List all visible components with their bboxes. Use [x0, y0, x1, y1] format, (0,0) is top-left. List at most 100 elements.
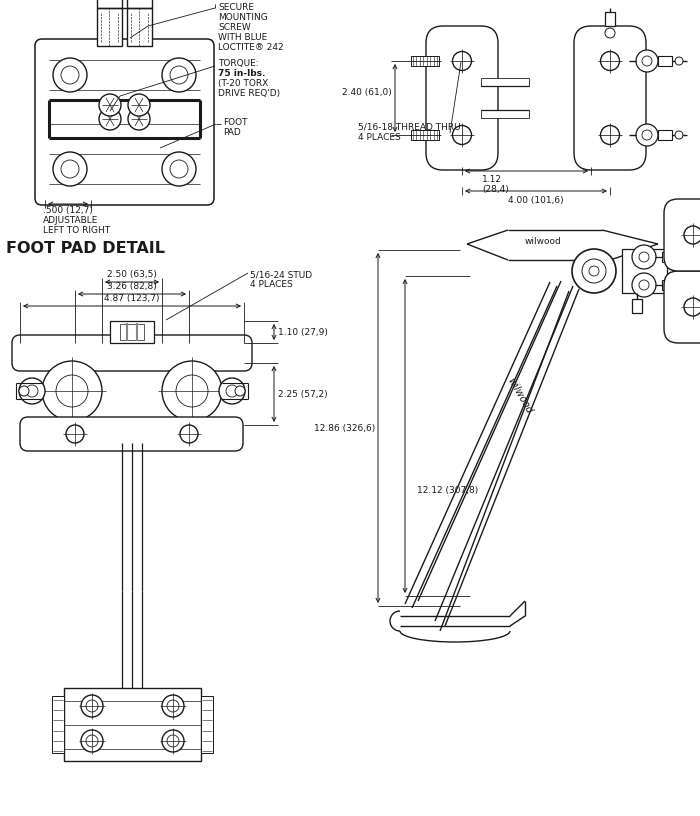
- Circle shape: [601, 51, 620, 70]
- Text: 2.50 (63,5): 2.50 (63,5): [107, 270, 157, 279]
- Circle shape: [162, 730, 184, 752]
- Circle shape: [684, 226, 700, 244]
- Circle shape: [572, 249, 616, 293]
- Circle shape: [162, 361, 222, 421]
- Circle shape: [226, 385, 238, 397]
- Circle shape: [675, 57, 683, 65]
- Circle shape: [601, 126, 620, 144]
- Circle shape: [162, 58, 196, 92]
- FancyBboxPatch shape: [426, 26, 498, 170]
- Circle shape: [582, 259, 606, 283]
- Bar: [120, 324, 144, 340]
- Circle shape: [180, 425, 198, 443]
- Bar: [97, 8, 122, 46]
- Text: wilwood: wilwood: [505, 376, 534, 415]
- Circle shape: [675, 131, 683, 139]
- Bar: [662, 252, 676, 262]
- Circle shape: [684, 298, 700, 316]
- Circle shape: [639, 280, 649, 290]
- FancyBboxPatch shape: [35, 39, 214, 205]
- Circle shape: [235, 386, 245, 396]
- Circle shape: [99, 108, 121, 130]
- Text: MOUNTING: MOUNTING: [218, 13, 267, 22]
- Text: DRIVE REQ'D): DRIVE REQ'D): [218, 89, 280, 98]
- Text: SECURE: SECURE: [218, 3, 254, 12]
- Bar: [127, 8, 152, 46]
- FancyBboxPatch shape: [574, 26, 646, 170]
- Circle shape: [53, 152, 87, 186]
- Text: LOCTITE® 242: LOCTITE® 242: [218, 43, 284, 52]
- Circle shape: [170, 160, 188, 178]
- Text: PAD: PAD: [223, 128, 241, 137]
- FancyBboxPatch shape: [664, 199, 700, 271]
- Bar: [64, 688, 201, 761]
- Text: 1.10 (27,9): 1.10 (27,9): [278, 327, 328, 336]
- Bar: [658, 130, 672, 140]
- Circle shape: [632, 245, 656, 269]
- Circle shape: [642, 130, 652, 140]
- Circle shape: [162, 695, 184, 717]
- Circle shape: [61, 160, 79, 178]
- Bar: [605, 12, 615, 26]
- Circle shape: [219, 378, 245, 404]
- Bar: [632, 299, 642, 313]
- Circle shape: [176, 375, 208, 407]
- Circle shape: [167, 735, 179, 747]
- Text: 4.00 (101,6): 4.00 (101,6): [508, 196, 564, 205]
- Circle shape: [53, 58, 87, 92]
- Circle shape: [128, 108, 150, 130]
- Text: LEFT TO RIGHT: LEFT TO RIGHT: [43, 226, 110, 235]
- Circle shape: [26, 385, 38, 397]
- Text: 2.40 (61,0): 2.40 (61,0): [342, 88, 392, 97]
- Text: 4 PLACES: 4 PLACES: [358, 133, 400, 142]
- Text: FOOT PAD DETAIL: FOOT PAD DETAIL: [6, 241, 165, 256]
- Text: 4 PLACES: 4 PLACES: [250, 280, 293, 289]
- Bar: [662, 280, 676, 290]
- Circle shape: [639, 252, 649, 262]
- Text: 5/16-18 THREAD THRU: 5/16-18 THREAD THRU: [358, 123, 461, 132]
- Circle shape: [636, 124, 658, 146]
- FancyBboxPatch shape: [12, 335, 252, 371]
- Text: wilwood: wilwood: [524, 237, 561, 246]
- Text: 12.12 (307,8): 12.12 (307,8): [417, 486, 479, 495]
- Text: WITH BLUE: WITH BLUE: [218, 33, 267, 42]
- Bar: [110, 321, 154, 343]
- Circle shape: [66, 425, 84, 443]
- Circle shape: [167, 700, 179, 712]
- Circle shape: [86, 700, 98, 712]
- Bar: [52, 696, 64, 753]
- Text: 3.26 (82,8): 3.26 (82,8): [107, 282, 157, 291]
- Bar: [622, 249, 667, 293]
- Bar: [658, 56, 672, 66]
- FancyBboxPatch shape: [664, 271, 700, 343]
- Circle shape: [61, 66, 79, 84]
- Circle shape: [452, 51, 472, 70]
- Text: (28,4): (28,4): [482, 185, 509, 194]
- Circle shape: [162, 152, 196, 186]
- Bar: [481, 78, 529, 86]
- Text: 75 in-lbs.: 75 in-lbs.: [218, 69, 265, 78]
- Text: SCREW: SCREW: [218, 23, 251, 32]
- Circle shape: [636, 50, 658, 72]
- Circle shape: [642, 56, 652, 66]
- Circle shape: [632, 273, 656, 297]
- Text: 2.25 (57,2): 2.25 (57,2): [278, 389, 328, 398]
- Circle shape: [86, 735, 98, 747]
- Circle shape: [81, 730, 103, 752]
- Circle shape: [128, 94, 150, 116]
- Circle shape: [19, 378, 45, 404]
- Bar: [481, 110, 529, 118]
- Text: 5/16-24 STUD: 5/16-24 STUD: [250, 270, 312, 279]
- Text: (T-20 TORX: (T-20 TORX: [218, 79, 268, 88]
- Circle shape: [605, 28, 615, 38]
- Text: 4.87 (123,7): 4.87 (123,7): [104, 294, 160, 303]
- Circle shape: [99, 94, 121, 116]
- Bar: [411, 130, 439, 140]
- Circle shape: [19, 386, 29, 396]
- Text: TORQUE:: TORQUE:: [218, 59, 258, 68]
- FancyBboxPatch shape: [20, 417, 243, 451]
- Text: 12.86 (326,6): 12.86 (326,6): [314, 424, 375, 432]
- Circle shape: [56, 375, 88, 407]
- Text: 1.12: 1.12: [482, 175, 502, 184]
- Bar: [201, 696, 213, 753]
